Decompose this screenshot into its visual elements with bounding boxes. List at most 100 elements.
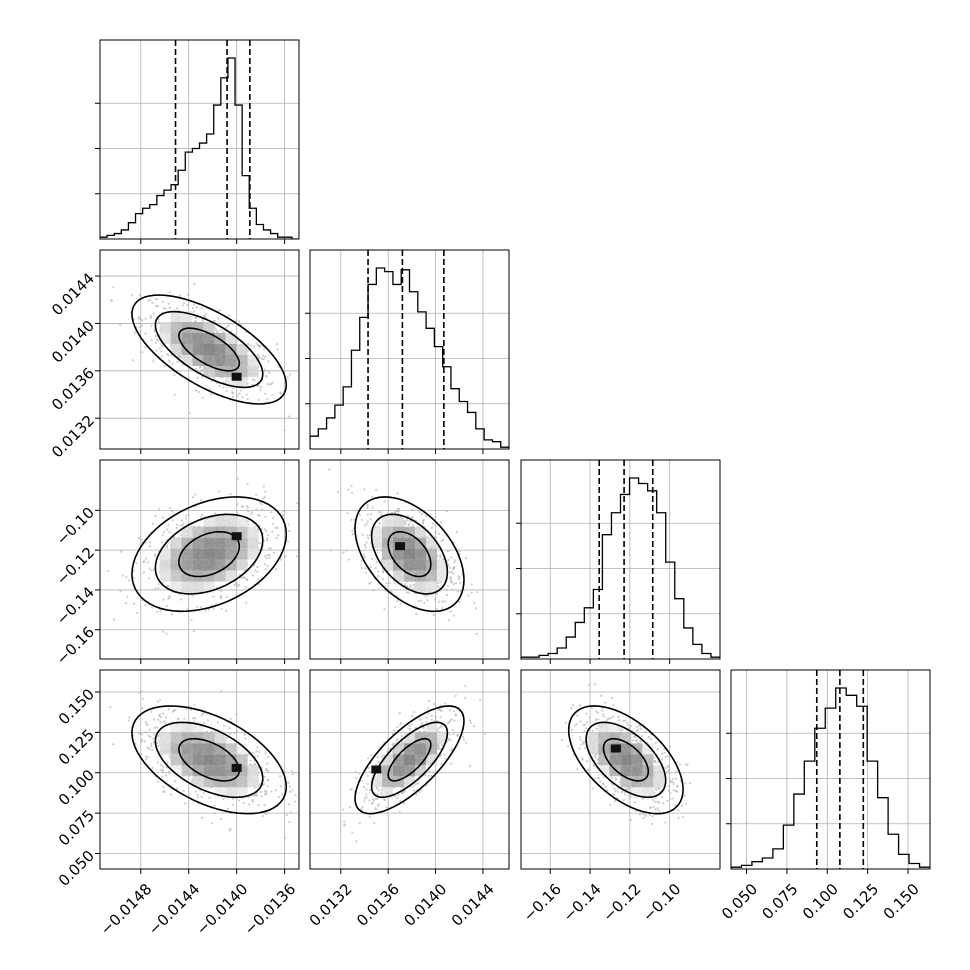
scatter-point <box>174 780 177 783</box>
scatter-point <box>401 741 404 744</box>
scatter-point <box>184 517 188 520</box>
scatter-point <box>376 548 379 552</box>
scatter-point <box>632 736 635 739</box>
scatter-point <box>257 513 260 517</box>
scatter-point <box>201 513 204 516</box>
density-bin <box>159 570 171 582</box>
scatter-point <box>260 527 263 531</box>
scatter-point <box>162 306 165 310</box>
density-bin <box>426 570 437 582</box>
contour-line <box>567 705 684 815</box>
scatter-point <box>175 523 179 526</box>
density-panel-1-3 <box>310 670 512 869</box>
scatter-point <box>422 726 426 730</box>
density-bin <box>382 526 393 538</box>
scatter-point <box>288 373 292 376</box>
scatter-point <box>361 533 364 536</box>
scatter-point <box>281 793 284 796</box>
density-bin <box>382 776 393 788</box>
scatter-point <box>193 282 196 285</box>
scatter-point <box>138 691 141 694</box>
scatter-point <box>260 503 263 506</box>
scatter-point <box>112 286 115 289</box>
density-bin <box>236 355 248 366</box>
density-bin <box>642 776 654 788</box>
scatter-point <box>457 578 461 581</box>
scatter-point <box>268 556 271 559</box>
scatter-point <box>337 491 340 494</box>
scatter-point <box>284 555 287 558</box>
scatter-point <box>193 703 196 706</box>
scatter-point <box>263 792 267 796</box>
scatter-point <box>374 797 377 801</box>
contour-line <box>131 705 288 815</box>
scatter-point <box>166 546 169 549</box>
scatter-point <box>438 726 441 729</box>
y-tick-label: 0.125 <box>55 726 98 769</box>
scatter-point <box>667 785 670 788</box>
scatter-point <box>377 575 380 578</box>
scatter-point <box>181 304 185 307</box>
scatter-point <box>375 561 378 564</box>
density-bin <box>247 526 259 538</box>
scatter-point <box>266 397 269 401</box>
scatter-point <box>376 755 379 759</box>
scatter-point <box>365 788 368 791</box>
scatter-point <box>287 523 290 526</box>
scatter-point <box>464 557 468 560</box>
scatter-point <box>161 765 165 768</box>
scatter-point <box>144 317 147 320</box>
scatter-point <box>168 595 171 598</box>
density-bin <box>170 548 182 560</box>
scatter-point <box>651 798 655 802</box>
scatter-point <box>369 518 372 521</box>
scatter-point <box>363 543 367 546</box>
density-bin <box>225 570 237 582</box>
scatter-point <box>197 390 200 394</box>
scatter-point <box>216 317 220 320</box>
scatter-point <box>196 605 199 608</box>
density-bin <box>181 311 193 322</box>
scatter-point <box>638 724 641 727</box>
scatter-point <box>510 701 512 703</box>
density-bin <box>225 515 237 527</box>
scatter-point <box>168 306 171 309</box>
scatter-point <box>151 766 154 770</box>
scatter-point <box>469 721 473 724</box>
density-panel-0-2 <box>100 460 299 659</box>
scatter-point <box>249 344 252 347</box>
scatter-point <box>279 558 283 561</box>
scatter-point <box>158 507 161 511</box>
scatter-point <box>674 804 677 807</box>
scatter-point <box>262 485 265 488</box>
scatter-point <box>613 787 616 790</box>
scatter-point <box>267 547 271 550</box>
scatter-point <box>447 721 450 725</box>
scatter-point <box>675 770 678 773</box>
scatter-point <box>190 618 193 621</box>
scatter-point <box>423 601 426 604</box>
scatter-point <box>261 497 264 500</box>
scatter-point <box>383 608 386 611</box>
density-bins <box>371 721 448 799</box>
scatter-point <box>294 794 297 797</box>
scatter-point <box>596 711 599 714</box>
scatter-point <box>441 600 444 603</box>
scatter-point <box>229 492 232 496</box>
density-bin <box>214 776 226 788</box>
scatter-point <box>149 541 152 544</box>
scatter-point <box>236 511 239 514</box>
scatter-point <box>628 797 631 800</box>
scatter-point <box>147 747 151 751</box>
scatter-point <box>189 708 193 711</box>
scatter-point <box>446 585 450 588</box>
density-bin <box>181 548 193 560</box>
scatter-point <box>266 755 269 759</box>
scatter-point <box>597 776 600 779</box>
scatter-point <box>392 729 395 732</box>
scatter-point <box>668 797 671 800</box>
density-panel-0-3 <box>100 670 299 869</box>
contour-line <box>387 737 432 782</box>
density-bin <box>192 732 204 744</box>
scatter-point <box>575 714 579 717</box>
